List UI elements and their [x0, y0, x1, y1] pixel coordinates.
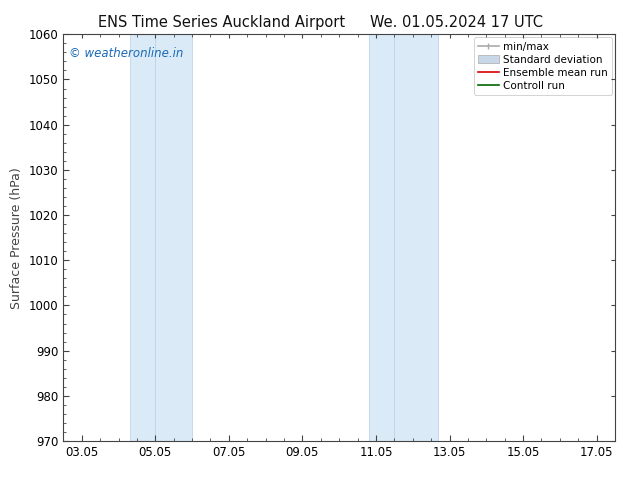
- Text: © weatheronline.in: © weatheronline.in: [69, 47, 183, 59]
- Text: We. 01.05.2024 17 UTC: We. 01.05.2024 17 UTC: [370, 15, 543, 30]
- Bar: [368, 34, 394, 441]
- Bar: [129, 34, 155, 441]
- Legend: min/max, Standard deviation, Ensemble mean run, Controll run: min/max, Standard deviation, Ensemble me…: [474, 37, 612, 95]
- Bar: [155, 34, 192, 441]
- Y-axis label: Surface Pressure (hPa): Surface Pressure (hPa): [10, 167, 23, 309]
- Bar: [394, 34, 439, 441]
- Text: ENS Time Series Auckland Airport: ENS Time Series Auckland Airport: [98, 15, 346, 30]
